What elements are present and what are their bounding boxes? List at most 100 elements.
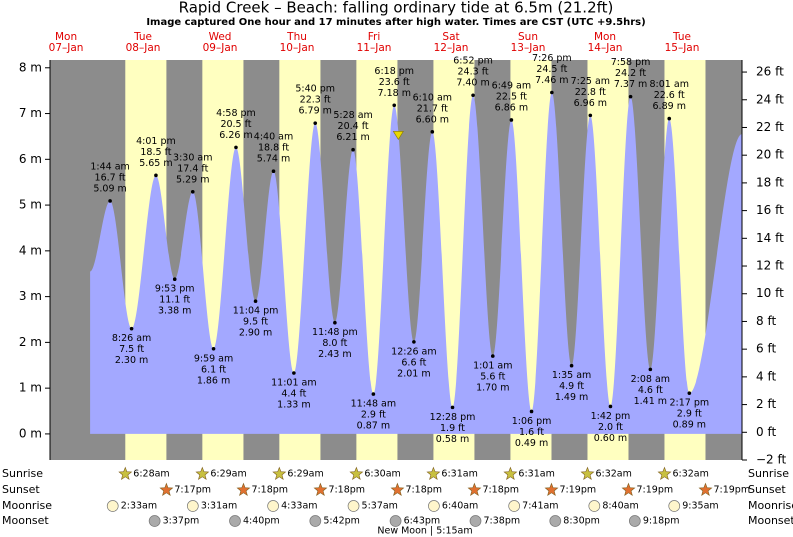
extreme-label: 6:10 am [413, 92, 452, 103]
moonset-time: 4:40pm [243, 516, 280, 527]
row-label: Moonset [748, 514, 793, 527]
moonrise-time: 5:37am [362, 501, 398, 512]
extreme-label: 8.0 ft [322, 338, 347, 349]
extreme-label: 6.79 m [298, 106, 331, 117]
extreme-label: 2:17 pm [670, 398, 710, 409]
extreme-label: 17.4 ft [177, 163, 208, 174]
extreme-label: 5.09 m [93, 183, 126, 194]
moonrise-time: 7:41am [522, 501, 558, 512]
extreme-label: 2.9 ft [361, 410, 386, 421]
low-tide-point [253, 299, 258, 303]
y2-tick-label: 24 ft [756, 92, 784, 106]
extreme-label: 7.37 m [614, 79, 647, 90]
y2-tick-label: 2 ft [756, 397, 776, 411]
low-tide-point [333, 320, 337, 325]
sunset-time: 7:17pm [174, 485, 211, 496]
extreme-label: 1.86 m [197, 375, 230, 386]
low-tide-point [450, 405, 455, 410]
day-date: 15–Jan [665, 42, 700, 54]
y-tick-label: 2 m [19, 335, 42, 349]
day-date: 13–Jan [511, 42, 546, 54]
day-date: 11–Jan [357, 42, 392, 54]
sunrise-icon [503, 466, 518, 480]
extreme-label: 5.74 m [257, 154, 290, 165]
moonrise-time: 4:33am [281, 501, 317, 512]
y2-tick-label: 16 ft [756, 203, 784, 217]
day-name: Sat [442, 31, 459, 43]
moonrise-time: 2:33am [121, 501, 157, 512]
extreme-label: 6.86 m [495, 102, 528, 113]
y-tick-label: 8 m [19, 60, 42, 74]
extreme-label: 4.6 ft [638, 385, 663, 396]
extreme-label: 1:06 pm [512, 416, 552, 427]
day-name: Mon [55, 31, 77, 43]
high-tide-point [351, 147, 355, 152]
extreme-label: 12:28 pm [430, 412, 476, 423]
sunrise-icon [272, 466, 287, 480]
moonrise-icon [428, 500, 440, 512]
sunset-icon [544, 482, 559, 496]
sunset-time: 7:18pm [405, 485, 442, 496]
chart-subtitle: Image captured One hour and 17 minutes a… [146, 17, 645, 28]
extreme-label: 0.49 m [515, 438, 548, 449]
extreme-label: 0.89 m [673, 420, 706, 431]
row-label: Sunrise [2, 467, 43, 480]
tide-area [90, 92, 742, 434]
extreme-label: 1.70 m [476, 383, 509, 394]
row-label: Moonrise [748, 499, 793, 512]
moonrise-icon [347, 500, 360, 512]
day-date: 09–Jan [203, 42, 238, 54]
extreme-label: 2.90 m [239, 328, 272, 339]
high-tide-point [108, 199, 112, 203]
extreme-label: 7.46 m [535, 75, 568, 86]
high-tide-point [588, 113, 593, 118]
y-tick-label: 6 m [19, 152, 42, 166]
sunset-icon [159, 482, 174, 496]
sunset-icon [621, 482, 636, 496]
extreme-label: 0.60 m [594, 433, 627, 444]
extreme-label: 5.6 ft [480, 372, 505, 383]
sunrise-time: 6:31am [441, 469, 477, 480]
extreme-label: 5:28 am [333, 110, 372, 121]
day-date: 12–Jan [434, 42, 469, 54]
sunrise-icon [657, 466, 672, 480]
extreme-label: 11.1 ft [159, 295, 190, 306]
moonrise-time: 9:35am [682, 501, 718, 512]
y-tick-label: 3 m [19, 289, 42, 303]
extreme-label: 0.58 m [436, 434, 469, 445]
extreme-label: 18.8 ft [258, 143, 289, 154]
extreme-label: 22.8 ft [575, 87, 606, 98]
y2-tick-label: 14 ft [756, 231, 784, 245]
high-tide-point [509, 118, 514, 122]
moonrise-time: 6:40am [442, 501, 478, 512]
low-tide-point [648, 367, 653, 372]
moonset-icon [389, 515, 402, 527]
high-tide-point [471, 93, 475, 98]
extreme-label: 11:48 pm [312, 327, 358, 338]
extreme-label: 1:42 pm [591, 411, 631, 422]
extreme-label: 24.5 ft [536, 64, 567, 75]
sunset-icon [236, 482, 251, 496]
sunset-time: 7:19pm [713, 485, 750, 496]
extreme-label: 11:48 am [351, 399, 396, 410]
extreme-label: 12:26 am [391, 346, 436, 357]
sunrise-time: 6:28am [133, 469, 169, 480]
day-date: 10–Jan [280, 42, 315, 54]
extreme-label: 2:08 am [631, 374, 670, 385]
sunset-time: 7:18pm [482, 485, 519, 496]
sunrise-time: 6:32am [672, 469, 708, 480]
high-tide-point [271, 169, 276, 174]
y-tick-label: 4 m [19, 243, 42, 257]
extreme-label: 1:44 am [90, 161, 129, 172]
low-tide-point [687, 391, 692, 395]
extreme-label: 7.5 ft [119, 344, 144, 355]
sunrise-time: 6:31am [518, 469, 554, 480]
moon-phase-note: New Moon | 5:15am [377, 526, 472, 537]
day-name: Wed [209, 31, 232, 43]
extreme-label: 22.3 ft [300, 95, 331, 106]
extreme-label: 1:01 am [473, 361, 512, 372]
moonset-icon [469, 515, 482, 527]
extreme-label: 16.7 ft [95, 172, 126, 183]
extreme-label: 6.6 ft [401, 357, 426, 368]
